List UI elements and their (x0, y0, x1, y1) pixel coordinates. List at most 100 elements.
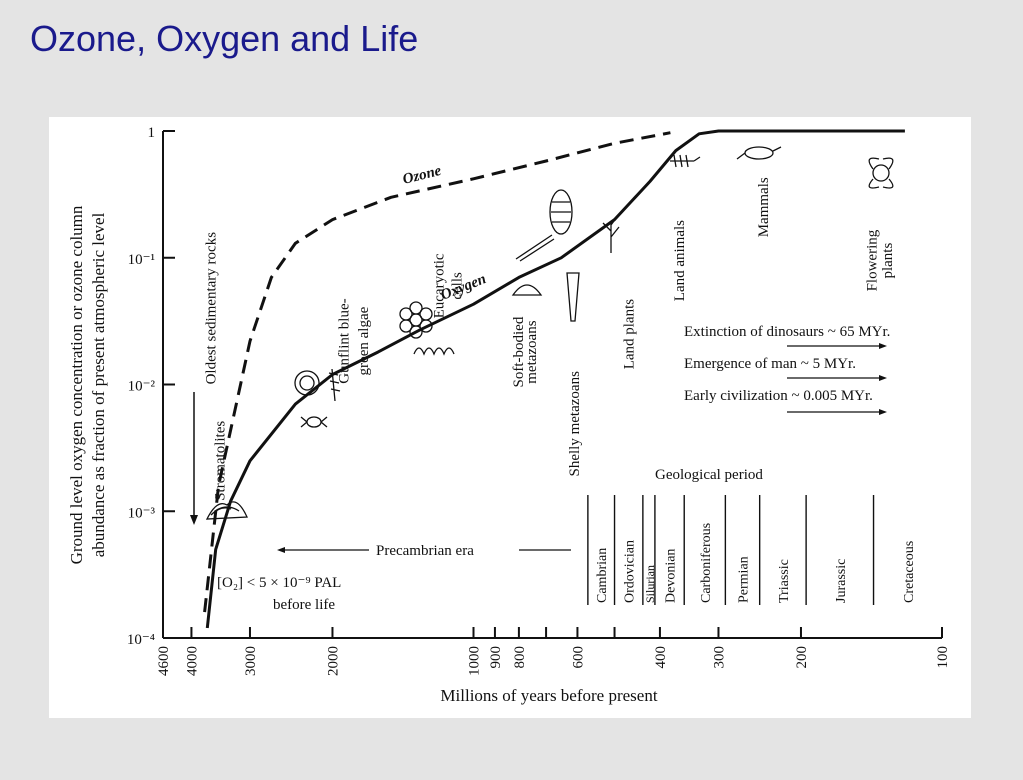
tracks (413, 347, 455, 356)
filament (328, 368, 341, 402)
stroke (205, 501, 248, 520)
vertical-label: Stromatolites (213, 421, 229, 501)
segments (515, 234, 555, 262)
cell (409, 325, 423, 339)
mammal-icon (736, 146, 782, 160)
period-label: Silurian (643, 565, 657, 603)
vertical-label: plants (880, 243, 896, 279)
flower-icon (868, 157, 894, 189)
period-label: Devonian (664, 549, 679, 603)
x-tick-label: 100 (935, 646, 951, 669)
vertical-label: Flowering (865, 229, 881, 291)
y-tick-label: 10⁻⁴ (127, 632, 155, 648)
y-tick-label: 10⁻² (128, 379, 156, 395)
period-label: Cambrian (595, 548, 610, 603)
y-tick-label: 1 (148, 125, 156, 141)
x-tick-label: 400 (653, 646, 669, 669)
x-tick-label: 600 (570, 646, 586, 669)
cell (409, 301, 423, 315)
geological-period-title: Geological period (655, 467, 763, 483)
cell (419, 319, 433, 333)
microbe-icon (300, 416, 328, 428)
worm-tracks-icon (413, 347, 455, 356)
petals (868, 157, 894, 189)
period-label: Carboniferous (699, 523, 714, 603)
curves (203, 129, 905, 629)
y-axis-title-line1: Ground level oxygen concentration or ozo… (67, 205, 86, 564)
slide-title: Ozone, Oxygen and Life (30, 18, 419, 59)
ozone-curve (203, 131, 671, 613)
vertical-label: Gunflint blue- (336, 298, 352, 383)
y-tick-label: 10⁻³ (128, 505, 156, 521)
jellyfish-icon (511, 284, 543, 296)
vertical-label: Land animals (672, 220, 688, 301)
vertical-label: Oldest sedimentary rocks (204, 232, 220, 385)
geological-periods: Geological period Cambrian Ordovician Silur… (587, 467, 917, 605)
x-tick-label: 2000 (325, 646, 341, 676)
bell (511, 284, 543, 296)
shell (549, 189, 573, 235)
vertical-label: metazoans (524, 320, 540, 383)
oxygen-curve (205, 129, 905, 629)
period-label: Permian (737, 556, 752, 603)
y-tick-label: 10⁻¹ (128, 252, 155, 268)
arrow-head (879, 343, 887, 349)
cone (566, 272, 580, 322)
y-axis-title-line2: abundance as fraction of present atmosph… (89, 212, 108, 557)
insect (670, 154, 701, 168)
period-label: Jurassic (834, 559, 849, 603)
algae-filament-icon (328, 368, 341, 402)
arrow-head (277, 547, 285, 553)
x-tick-label: 900 (488, 646, 504, 669)
emergence-note: Emergence of man ~ 5 MYr. (684, 356, 856, 372)
vertical-label: cells (450, 272, 466, 300)
outer-ring (294, 370, 320, 396)
algae-cell-icon (294, 370, 320, 396)
vertical-label: green algae (356, 306, 372, 375)
period-label: Cretaceous (902, 541, 917, 603)
x-tick-label: 4600 (156, 646, 172, 676)
center (872, 164, 890, 182)
stromatolite-icon (205, 501, 248, 520)
stems (602, 216, 620, 253)
inner-ring (299, 375, 315, 391)
eucaryotic-cells-icon (399, 301, 433, 339)
legs (300, 416, 328, 428)
segments (551, 201, 571, 223)
x-tick-label: 800 (512, 646, 528, 669)
x-tick-label: 4000 (184, 646, 200, 676)
arrow-head (190, 515, 198, 525)
precambrian-label: Precambrian era (376, 543, 474, 559)
arrow-head (879, 409, 887, 415)
cell (399, 319, 413, 333)
x-tick-label: 1000 (467, 646, 483, 676)
body (306, 416, 322, 428)
vertical-label: Land plants (622, 299, 638, 370)
period-label: Ordovician (623, 540, 638, 603)
vertical-label: Mammals (756, 177, 772, 237)
shell-icon (566, 272, 580, 322)
worm-fossil-icon (515, 234, 555, 262)
body (744, 146, 774, 160)
head-tail (736, 146, 782, 160)
ozone-label: Ozone (401, 163, 443, 188)
arrow-head (879, 375, 887, 381)
x-tick-label: 200 (794, 646, 810, 669)
vertical-label: Shelly metazoans (567, 371, 583, 477)
period-label: Triassic (777, 559, 792, 603)
vertical-label: Soft-bodied (511, 316, 527, 387)
before-life-line1: [O₂] < 5 × 10⁻⁹ PAL (217, 575, 341, 591)
x-tick-label: 3000 (243, 646, 259, 676)
trilobite-icon (549, 189, 573, 235)
before-life-line2: before life (273, 597, 335, 613)
chart-panel: 1 10⁻¹ 10⁻² 10⁻³ 10⁻⁴ 4600 4000 3000 2000 1000 900… (49, 117, 971, 718)
land-animal-icon (670, 154, 701, 168)
extinction-note: Extinction of dinosaurs ~ 65 MYr. (684, 324, 890, 340)
x-tick-label: 300 (711, 646, 727, 669)
fossil-icons (205, 146, 894, 520)
x-axis-title: Millions of years before present (440, 686, 657, 705)
civilization-note: Early civilization ~ 0.005 MYr. (684, 388, 873, 404)
vertical-label: Eucaryotic (431, 253, 447, 318)
